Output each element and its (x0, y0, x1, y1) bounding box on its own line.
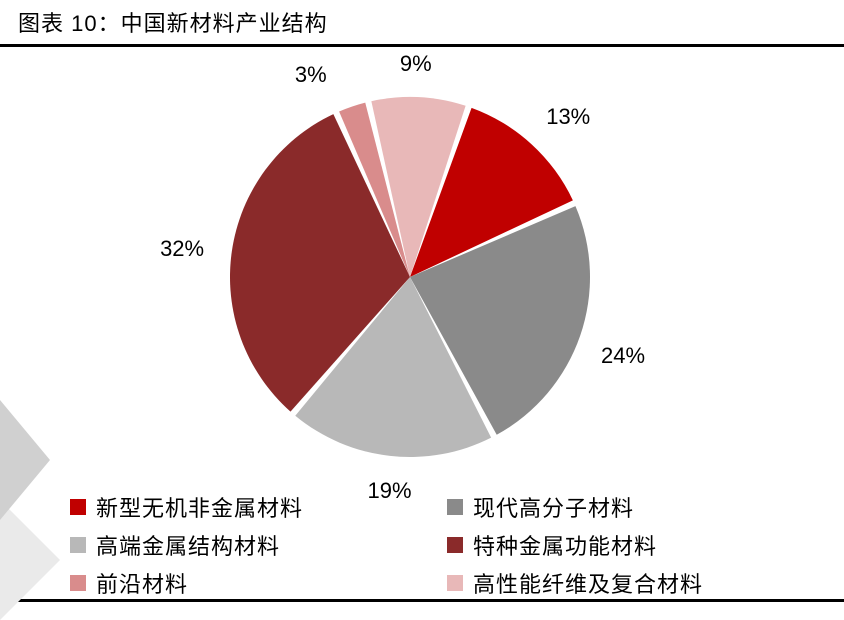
legend-label: 特种金属功能材料 (473, 529, 657, 561)
pie-chart-svg (0, 47, 844, 487)
pie-slice-label: 13% (546, 104, 590, 130)
legend-swatch (447, 537, 463, 553)
legend-swatch (70, 575, 86, 591)
legend-swatch (447, 499, 463, 515)
pie-slice-label: 32% (160, 236, 204, 262)
legend-item: 高性能纤维及复合材料 (447, 567, 804, 599)
figure-container: 图表 10：中国新材料产业结构 13% 24% 19% 32% 3% 9% 新型无机非金属… (0, 0, 844, 620)
legend-label: 前沿材料 (96, 567, 188, 599)
pie-slice-label: 24% (601, 343, 645, 369)
legend-swatch (447, 575, 463, 591)
legend-item: 高端金属结构材料 (70, 529, 427, 561)
pie-chart: 13%24%19%32%3%9% (0, 47, 844, 487)
pie-slice-label: 9% (400, 51, 432, 77)
bottom-rule (0, 599, 844, 602)
legend-swatch (70, 499, 86, 515)
legend-label: 高端金属结构材料 (96, 529, 280, 561)
figure-title: 图表 10：中国新材料产业结构 (0, 0, 844, 44)
legend-label: 高性能纤维及复合材料 (473, 567, 703, 599)
legend-item: 特种金属功能材料 (447, 529, 804, 561)
legend-swatch (70, 537, 86, 553)
pie-slice-label: 3% (295, 62, 327, 88)
pie-slice-label: 19% (367, 478, 411, 504)
legend-label: 新型无机非金属材料 (96, 491, 303, 523)
legend-item: 现代高分子材料 (447, 491, 804, 523)
legend-label: 现代高分子材料 (473, 491, 634, 523)
legend-item: 前沿材料 (70, 567, 427, 599)
legend: 新型无机非金属材料 现代高分子材料高端金属结构材料 特种金属功能材料前沿材料 高性能纤… (0, 487, 844, 599)
